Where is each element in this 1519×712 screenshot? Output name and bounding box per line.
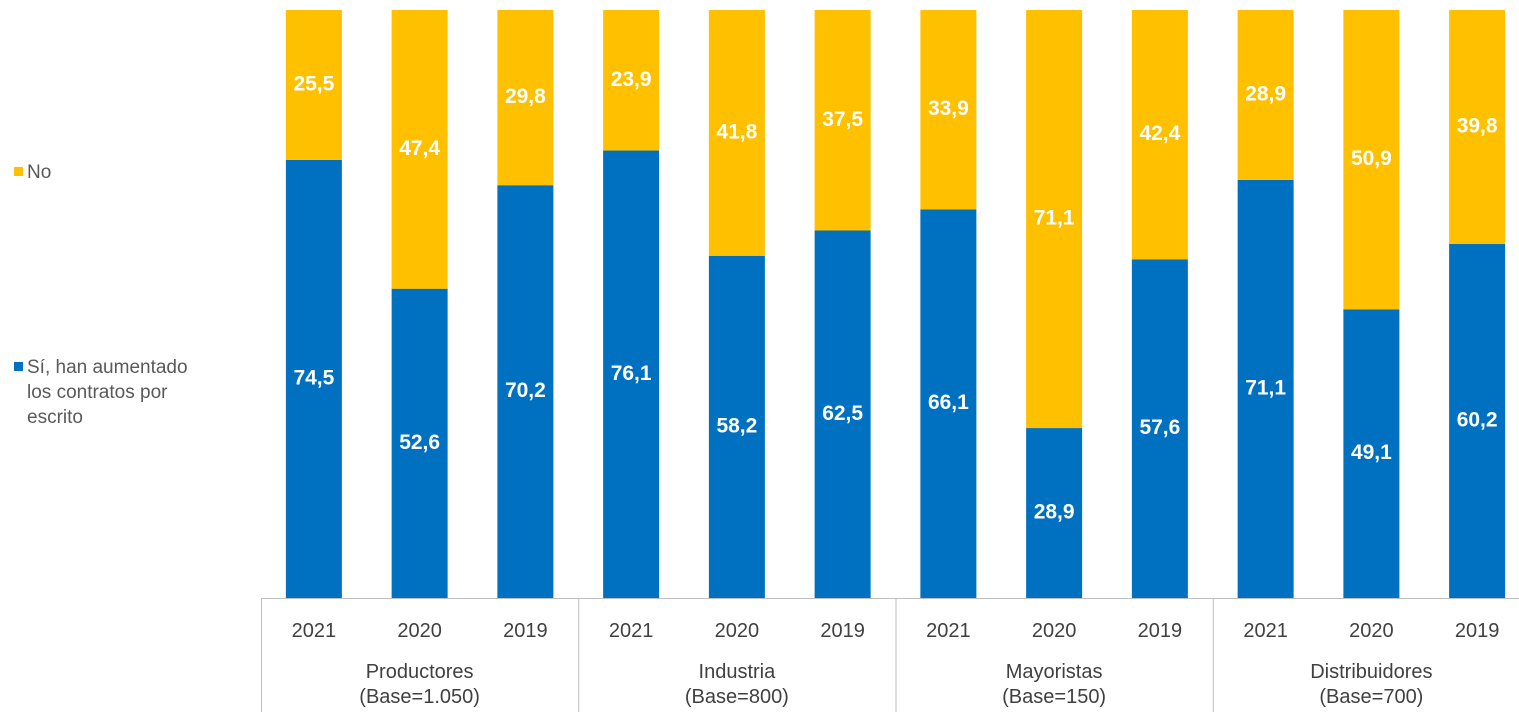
x-tick-label-10: 2020 (1349, 620, 1394, 642)
legend-label-no: No (27, 162, 52, 183)
data-label-no-1: 47,4 (399, 137, 440, 160)
bar-no-4 (708, 10, 765, 256)
legend-label-si-line2: los contratos por (27, 382, 168, 403)
data-label-si-2: 70,2 (505, 379, 546, 402)
x-tick-label-2: 2019 (503, 620, 548, 642)
legend-swatch-no (14, 167, 23, 176)
x-tick-label-7: 2020 (1032, 620, 1077, 642)
data-label-si-11: 60,2 (1457, 409, 1498, 432)
bar-si-5 (814, 230, 871, 598)
bar-no-0 (285, 10, 342, 160)
bar-no-9 (1237, 10, 1294, 180)
bar-si-8 (1131, 259, 1188, 598)
bar-si-6 (920, 209, 977, 598)
data-label-no-9: 28,9 (1245, 83, 1286, 106)
bar-si-0 (285, 159, 342, 598)
legend-label-si-line3: escrito (27, 407, 83, 428)
x-tick-label-0: 2021 (292, 620, 337, 642)
data-label-no-3: 23,9 (611, 68, 652, 91)
bar-si-11 (1449, 244, 1506, 599)
x-tick-label-9: 2021 (1243, 620, 1288, 642)
data-label-no-7: 71,1 (1034, 207, 1075, 230)
group-label-2: Mayoristas (1006, 661, 1103, 683)
group-base-label-1: (Base=800) (685, 686, 789, 708)
data-label-si-10: 49,1 (1351, 441, 1392, 464)
bar-si-2 (497, 185, 554, 598)
bar-no-6 (920, 10, 977, 210)
bar-si-7 (1026, 428, 1083, 598)
bar-si-9 (1237, 179, 1294, 598)
legend-item-si: Sí, han aumentado los contratos por escrit… (14, 355, 188, 430)
data-label-no-2: 29,8 (505, 85, 546, 108)
x-tick-label-8: 2019 (1138, 620, 1183, 642)
legend-label-si-line1: Sí, han aumentado (27, 357, 188, 378)
data-label-no-0: 25,5 (293, 73, 334, 96)
group-base-label-2: (Base=150) (1002, 686, 1106, 708)
group-base-label-3: (Base=700) (1319, 686, 1423, 708)
x-tick-label-3: 2021 (609, 620, 654, 642)
x-tick-label-1: 2020 (397, 620, 442, 642)
bar-no-3 (603, 10, 660, 151)
data-label-no-4: 41,8 (716, 120, 757, 143)
bar-no-5 (814, 10, 871, 231)
data-label-no-8: 42,4 (1139, 122, 1180, 145)
legend-swatch-si (14, 362, 23, 371)
bar-no-11 (1449, 10, 1506, 245)
bar-no-2 (497, 10, 554, 186)
group-label-3: Distribuidores (1310, 661, 1432, 683)
bar-no-1 (391, 10, 448, 289)
group-base-label-0: (Base=1.050) (359, 686, 480, 708)
bar-si-4 (708, 255, 765, 598)
data-label-si-9: 71,1 (1245, 377, 1286, 400)
group-label-1: Industria (699, 661, 777, 683)
legend-item-no: No (14, 160, 51, 185)
data-label-no-11: 39,8 (1457, 115, 1498, 138)
data-label-no-10: 50,9 (1351, 147, 1392, 170)
bar-no-10 (1343, 10, 1400, 310)
data-label-si-6: 66,1 (928, 391, 969, 414)
bar-si-1 (391, 288, 448, 598)
data-label-no-6: 33,9 (928, 97, 969, 120)
data-label-si-7: 28,9 (1034, 501, 1075, 524)
bar-si-3 (603, 150, 660, 599)
x-tick-label-6: 2021 (926, 620, 971, 642)
data-label-no-5: 37,5 (822, 108, 863, 131)
x-tick-label-5: 2019 (820, 620, 865, 642)
bar-si-10 (1343, 309, 1400, 598)
bar-no-8 (1131, 10, 1188, 260)
data-label-si-3: 76,1 (611, 362, 652, 385)
x-tick-label-11: 2019 (1455, 620, 1500, 642)
data-label-si-8: 57,6 (1139, 416, 1180, 439)
bar-no-7 (1026, 10, 1083, 429)
x-tick-label-4: 2020 (715, 620, 760, 642)
group-label-0: Productores (366, 661, 474, 683)
data-label-si-5: 62,5 (822, 402, 863, 425)
data-label-si-0: 74,5 (293, 367, 334, 390)
data-label-si-4: 58,2 (716, 414, 757, 437)
data-label-si-1: 52,6 (399, 431, 440, 454)
